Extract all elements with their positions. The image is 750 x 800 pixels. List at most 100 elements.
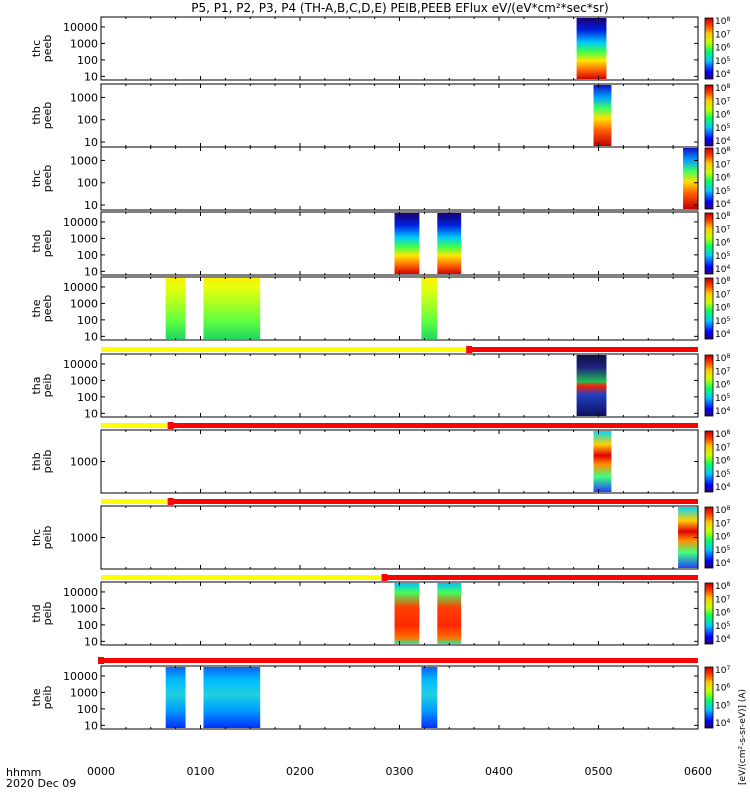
panel-species-label: peeb (41, 165, 54, 193)
colorbar (704, 506, 714, 569)
spectrogram-block (394, 583, 420, 644)
colorbar-tick-label: 106 (715, 532, 730, 543)
time-axis: 0000 0100 0200 0300 0400 0500 0600 (87, 765, 712, 778)
panel-frame (100, 665, 699, 730)
colorbar-tick-label: 106 (715, 173, 730, 184)
y-tick-label: 10000 (63, 670, 98, 683)
y-tick-label: 10 (84, 635, 98, 648)
time-tick-label: 0000 (87, 765, 115, 778)
colorbar-tick-label: 104 (715, 69, 730, 80)
y-tick-label: 1000 (70, 297, 98, 310)
y-tick-label: 1000 (70, 154, 98, 167)
colorbar-tick-label: 104 (715, 406, 730, 417)
colorbar (704, 212, 714, 275)
colorbar-tick-label: 104 (715, 634, 730, 645)
spectrogram-block (165, 278, 186, 339)
y-tick-label: 1000 (70, 602, 98, 615)
spectrogram-block (576, 355, 607, 416)
colorbar-tick-label: 105 (715, 621, 730, 632)
y-tick-label: 10 (84, 330, 98, 343)
y-tick-label: 10000 (63, 281, 98, 294)
status-bad-segment (101, 658, 698, 663)
panel-species-label: peib (41, 686, 54, 710)
colorbar-tick-label: 104 (715, 136, 730, 147)
y-tick-label: 100 (77, 114, 98, 127)
time-tick-label: 0100 (187, 765, 215, 778)
colorbar (704, 147, 714, 210)
y-tick-label: 10 (84, 265, 98, 278)
panel-probe-label: thc (30, 170, 43, 187)
colorbar-tick-label: 105 (715, 186, 730, 197)
y-tick-label: 100 (77, 177, 98, 190)
colorbar-tick-label: 108 (715, 146, 730, 157)
panel-frame (100, 16, 699, 81)
colorbar-tick-label: 108 (715, 16, 730, 27)
spectrogram-block (437, 213, 462, 274)
colorbar-tick-label: 105 (715, 545, 730, 556)
colorbar-tick-label: 104 (715, 718, 730, 729)
colorbar-tick-label: 104 (715, 482, 730, 493)
colorbar-tick-label: 107 (715, 442, 730, 453)
time-tick-label: 0200 (286, 765, 314, 778)
time-tick-label: 0300 (386, 765, 414, 778)
colorbar-tick-label: 106 (715, 380, 730, 391)
panel-probe-label: the (30, 299, 43, 317)
figure-title: P5, P1, P2, P3, P4 (TH-A,B,C,D,E) PEIB,P… (191, 1, 608, 15)
y-tick-label: 10 (84, 70, 98, 83)
status-good-segment (101, 499, 171, 504)
panel-species-label: peeb (41, 35, 54, 63)
y-tick-label: 100 (77, 249, 98, 262)
colorbar-tick-label: 106 (715, 238, 730, 249)
spectrogram-block (203, 278, 261, 339)
colorbar-tick-label: 104 (715, 558, 730, 569)
status-bad-segment (170, 499, 698, 504)
colorbar-tick-label: 104 (715, 264, 730, 275)
time-tick-label: 0500 (585, 765, 613, 778)
colorbar-tick-label: 108 (715, 581, 730, 592)
colorbar-tick-label: 108 (715, 211, 730, 222)
panel-species-label: peeb (41, 230, 54, 258)
spectrogram-block (437, 583, 462, 644)
panel-probe-label: thd (30, 604, 43, 622)
y-tick-label: 100 (77, 391, 98, 404)
spectrogram-block (203, 667, 261, 728)
panel-probe-label: thb (30, 452, 43, 470)
colorbar-tick-label: 108 (715, 83, 730, 94)
spectrogram-block (678, 507, 698, 568)
status-bad-segment (384, 575, 698, 580)
colorbar-tick-label: 104 (715, 199, 730, 210)
colorbar-tick-label: 105 (715, 123, 730, 134)
colorbar-tick-label: 108 (715, 505, 730, 516)
spectrogram-block (165, 667, 186, 728)
y-tick-label: 10000 (63, 358, 98, 371)
colorbar-tick-label: 106 (715, 456, 730, 467)
colorbar (704, 354, 714, 417)
status-switch-marker (466, 346, 473, 353)
x-axis-date: 2020 Dec 09 (6, 777, 76, 790)
y-tick-label: 1000 (70, 686, 98, 699)
spectrogram-block (394, 213, 420, 274)
status-switch-marker (167, 498, 174, 505)
panel-frame (100, 353, 699, 418)
y-tick-label: 100 (77, 54, 98, 67)
colorbar-tick-label: 107 (715, 289, 730, 300)
panel-probe-label: thc (30, 529, 43, 546)
status-switch-marker (98, 657, 104, 664)
y-tick-label: 10 (84, 407, 98, 420)
panel-species-label: peib (41, 374, 54, 398)
panel-probe-label: the (30, 688, 43, 706)
panel-probe-label: thb (30, 106, 43, 124)
colorbar-tick-label: 105 (715, 469, 730, 480)
colorbar (704, 17, 714, 80)
y-tick-label: 100 (77, 619, 98, 632)
y-tick-label: 1000 (70, 374, 98, 387)
